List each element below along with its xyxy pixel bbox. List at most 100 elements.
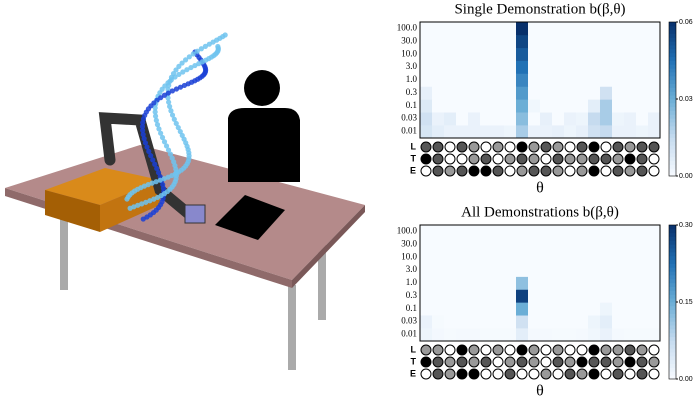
heat-cell bbox=[444, 22, 457, 36]
colorbar-step bbox=[669, 244, 676, 249]
feature-circle bbox=[588, 141, 600, 153]
heat-cell bbox=[528, 302, 541, 316]
person bbox=[228, 70, 300, 182]
heat-cell bbox=[420, 289, 433, 303]
heat-cell bbox=[600, 263, 613, 277]
heat-cell bbox=[636, 73, 649, 87]
colorbar-step bbox=[669, 259, 676, 264]
heat-cell bbox=[504, 276, 517, 290]
feature-circle bbox=[600, 165, 612, 177]
heat-cell bbox=[528, 237, 541, 252]
heat-cell bbox=[600, 328, 613, 342]
heat-cell bbox=[540, 112, 553, 126]
heat-cell bbox=[516, 112, 529, 126]
feature-circle bbox=[636, 356, 648, 368]
heat-cell bbox=[504, 328, 517, 342]
arm-link bbox=[98, 112, 196, 221]
heat-cell bbox=[636, 125, 649, 139]
feature-circle bbox=[588, 153, 600, 165]
heat-cell bbox=[564, 250, 577, 264]
heat-cell bbox=[432, 237, 445, 252]
heat-cell bbox=[636, 47, 649, 61]
trajectory-dot bbox=[163, 143, 170, 149]
heat-cell bbox=[444, 73, 457, 87]
heat-cell bbox=[540, 263, 553, 277]
heat-cell bbox=[648, 250, 661, 264]
y-tick-label: 0.1 bbox=[406, 100, 417, 110]
feature-circle bbox=[648, 165, 660, 177]
heat-cell bbox=[624, 302, 637, 316]
heat-cell bbox=[456, 315, 469, 329]
heat-cell bbox=[504, 263, 517, 277]
heat-cell bbox=[648, 86, 661, 100]
heat-cell bbox=[492, 22, 505, 36]
feature-circle bbox=[552, 165, 564, 177]
heat-cell bbox=[528, 250, 541, 264]
heat-cell bbox=[648, 289, 661, 303]
heat-cell bbox=[528, 86, 541, 100]
feature-circle bbox=[552, 356, 564, 368]
trajectory-dot bbox=[168, 77, 174, 83]
heat-cell bbox=[420, 99, 433, 113]
colorbar-step bbox=[669, 79, 676, 84]
feature-circle bbox=[612, 141, 624, 153]
heat-cell bbox=[432, 225, 445, 239]
heat-cell bbox=[552, 225, 565, 239]
feature-circle bbox=[624, 368, 636, 380]
heat-cell bbox=[456, 22, 469, 36]
heat-cell bbox=[600, 225, 613, 239]
trajectory-dot bbox=[153, 179, 159, 185]
heat-cell bbox=[576, 60, 589, 74]
feature-circle bbox=[624, 141, 636, 153]
colorbar-step bbox=[669, 313, 676, 318]
heat-cell bbox=[444, 276, 457, 290]
colorbar-step bbox=[669, 125, 676, 131]
trajectory-dot bbox=[149, 180, 155, 186]
heat-cell bbox=[624, 289, 637, 303]
y-tick-label: 0.03 bbox=[401, 316, 417, 326]
feature-circle bbox=[612, 356, 624, 368]
heat-cell bbox=[600, 22, 613, 36]
trajectory-dot bbox=[198, 46, 204, 52]
heat-cell bbox=[420, 328, 433, 342]
feature-circle bbox=[456, 368, 468, 380]
heat-cell bbox=[492, 47, 505, 61]
feature-circle bbox=[588, 356, 600, 368]
feature-circle bbox=[492, 165, 504, 177]
heat-cell bbox=[648, 73, 661, 87]
heat-cell bbox=[492, 34, 505, 49]
heat-cell bbox=[564, 315, 577, 329]
heat-cell bbox=[648, 112, 661, 126]
heat-cell bbox=[648, 328, 661, 342]
colorbar-step bbox=[669, 68, 676, 73]
heat-cell bbox=[480, 225, 493, 239]
heat-cell bbox=[456, 225, 469, 239]
y-tick-label: 0.01 bbox=[401, 126, 417, 136]
heat-cell bbox=[516, 302, 529, 316]
heat-cell bbox=[420, 22, 433, 36]
heat-cell bbox=[540, 276, 553, 290]
heat-cell bbox=[600, 125, 613, 139]
feature-circle bbox=[636, 141, 648, 153]
heat-cell bbox=[444, 99, 457, 113]
heat-cell bbox=[420, 276, 433, 290]
heat-cell bbox=[600, 86, 613, 100]
trajectory bbox=[124, 32, 228, 222]
feature-circle bbox=[492, 368, 504, 380]
trajectory-dot bbox=[161, 176, 167, 182]
heat-cell bbox=[492, 263, 505, 277]
heat-cell bbox=[564, 60, 577, 74]
heat-cell bbox=[456, 125, 469, 139]
heat-cell bbox=[624, 250, 637, 264]
trajectory-dot bbox=[140, 127, 146, 134]
heat-cell bbox=[516, 73, 529, 87]
heat-cell bbox=[588, 315, 601, 329]
heat-cell bbox=[540, 302, 553, 316]
feature-circle bbox=[504, 165, 516, 177]
heat-cell bbox=[492, 60, 505, 74]
y-tick-label: 30.0 bbox=[401, 238, 417, 248]
heat-cell bbox=[432, 250, 445, 264]
heat-cell bbox=[528, 289, 541, 303]
feature-circle bbox=[648, 344, 660, 356]
colorbar-step bbox=[669, 271, 676, 276]
